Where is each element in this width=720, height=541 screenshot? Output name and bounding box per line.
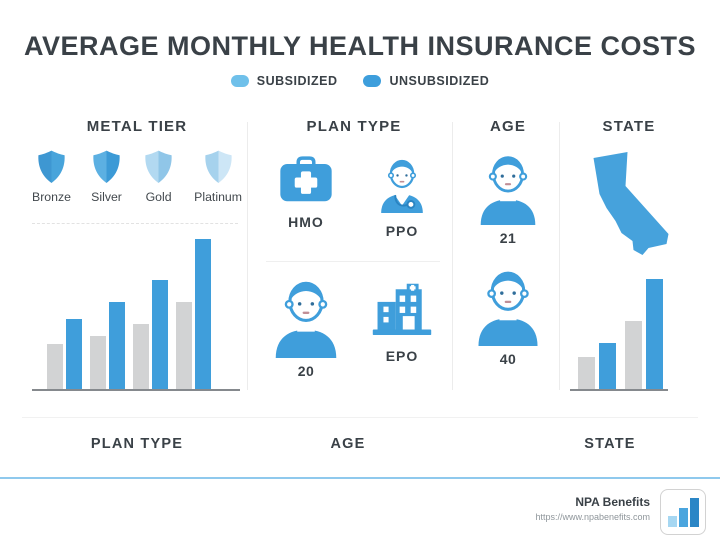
shield-icon	[204, 150, 232, 183]
bar-unsubsidized	[195, 239, 211, 389]
age-label: 21	[499, 230, 517, 246]
shield-left-half	[145, 150, 159, 183]
section-header: AGE	[489, 118, 527, 135]
plan-label: HMO	[288, 214, 324, 230]
bar-group-gold	[133, 280, 168, 389]
shield-left-half	[38, 150, 52, 183]
bar-subsidized	[90, 336, 106, 389]
shield-item-silver: Silver	[90, 149, 123, 204]
bar-subsidized	[625, 321, 642, 389]
shield-label: Platinum	[194, 190, 242, 204]
legend-label: SUBSIDIZED	[256, 74, 338, 88]
hospital-icon	[372, 283, 432, 336]
logo-bar-icon	[689, 498, 699, 527]
shield-icon	[93, 150, 120, 183]
shield-item-bronze: Bronze	[32, 149, 71, 204]
bar-subsidized	[47, 344, 63, 389]
unsubsidized-swatch-icon	[363, 75, 382, 87]
shield-right-half	[218, 150, 232, 183]
section-age: AGE 21	[458, 118, 558, 367]
shield-left-half	[204, 150, 219, 183]
bar-group-bronze	[47, 319, 82, 389]
plan-item-hmo: HMO	[258, 155, 354, 239]
dashed-divider	[32, 223, 238, 224]
bar-subsidized	[133, 324, 149, 389]
section-plan-type: PLAN TYPE HMO	[258, 118, 450, 379]
plan-label: EPO	[385, 348, 419, 364]
shield-label: Gold	[145, 190, 172, 204]
age-40-item: 40	[458, 266, 558, 367]
subsidized-swatch-icon	[230, 75, 249, 87]
person-icon	[275, 281, 337, 358]
plan-label: PPO	[385, 223, 419, 239]
bar-unsubsidized	[646, 279, 663, 389]
section-header: METAL TIER	[86, 118, 188, 135]
section-state: STATE	[562, 118, 696, 391]
shield-label: Bronze	[32, 190, 71, 204]
person-icon	[478, 271, 538, 346]
bar-unsubsidized	[599, 343, 616, 389]
shield-label: Silver	[91, 190, 122, 204]
bar-subsidized	[176, 302, 192, 389]
footer-branding: NPA Benefits https://www.npabenefits.com	[535, 495, 650, 522]
column-divider	[559, 122, 560, 390]
bottom-label-plan-type: PLAN TYPE	[90, 436, 184, 452]
shield-right-half	[106, 150, 120, 183]
chart-baseline	[570, 389, 668, 391]
state-bar-chart	[578, 276, 680, 389]
california-map-icon	[593, 152, 668, 255]
chart-baseline	[32, 389, 240, 391]
age-21-item: 21	[458, 151, 558, 246]
column-divider	[452, 122, 453, 390]
age-label: 40	[499, 351, 517, 367]
bottom-label-state: STATE	[584, 436, 636, 452]
brand-name: NPA Benefits	[575, 495, 650, 509]
logo-bar-icon	[678, 508, 688, 527]
section-header: STATE	[602, 118, 656, 135]
bar-group-silver	[90, 302, 125, 389]
section-divider	[22, 417, 698, 418]
shield-icon	[38, 150, 65, 183]
plan-type-row-2: 20 EPO	[258, 276, 450, 379]
bottom-label-age: AGE	[330, 436, 366, 452]
bar-unsubsidized	[152, 280, 168, 389]
legend-label: UNSUBSIDIZED	[389, 74, 490, 88]
bar-subsidized	[578, 357, 595, 389]
legend-item-subsidized: SUBSIDIZED	[230, 74, 338, 88]
column-divider	[247, 122, 248, 390]
bar-unsubsidized	[109, 302, 125, 389]
section-header: PLAN TYPE	[306, 118, 402, 135]
page-title: AVERAGE MONTHLY HEALTH INSURANCE COSTS	[23, 31, 697, 61]
bar-unsubsidized	[66, 319, 82, 389]
shield-item-gold: Gold	[142, 149, 175, 204]
plan-item-epo: EPO	[354, 280, 450, 364]
medical-bag-icon	[280, 156, 332, 202]
footer-divider	[0, 477, 720, 479]
plan-item-ppo: PPO	[354, 155, 450, 239]
shield-left-half	[93, 150, 107, 183]
shield-right-half	[51, 150, 65, 183]
plan-type-row-1: HMO PPO	[258, 155, 450, 239]
logo-bar-icon	[667, 516, 677, 527]
section-metal-tier: METAL TIER Bronze Silver	[30, 118, 244, 391]
metal-tier-bar-chart	[47, 239, 227, 389]
shield-right-half	[158, 150, 172, 183]
shield-icon	[145, 150, 172, 183]
row-divider	[266, 261, 440, 262]
age-20-item: 20	[258, 276, 354, 379]
legend-item-unsubsidized: UNSUBSIDIZED	[363, 74, 489, 88]
legend: SUBSIDIZED UNSUBSIDIZED	[0, 74, 720, 88]
bar-group-group-2	[625, 279, 663, 389]
doctor-icon	[381, 159, 423, 213]
shield-item-platinum: Platinum	[194, 149, 242, 204]
age-label: 20	[297, 363, 315, 379]
person-icon	[480, 156, 536, 225]
shield-row: Bronze Silver Gold	[30, 149, 244, 204]
npa-logo	[660, 489, 706, 535]
bar-group-platinum	[176, 239, 211, 389]
brand-url: https://www.npabenefits.com	[535, 512, 650, 522]
bar-group-group-1	[578, 343, 616, 389]
